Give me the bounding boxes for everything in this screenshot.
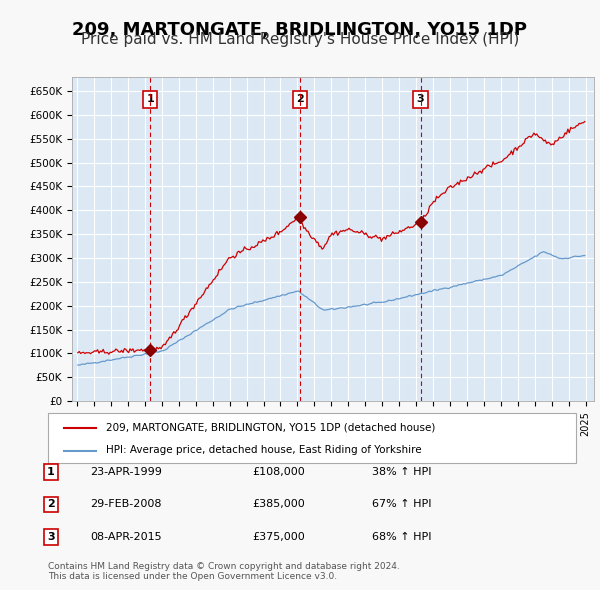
Text: 1: 1 xyxy=(47,467,55,477)
Text: 2: 2 xyxy=(296,94,304,104)
Text: 3: 3 xyxy=(417,94,424,104)
FancyBboxPatch shape xyxy=(48,413,576,463)
Text: 209, MARTONGATE, BRIDLINGTON, YO15 1DP (detached house): 209, MARTONGATE, BRIDLINGTON, YO15 1DP (… xyxy=(106,422,436,432)
Text: 3: 3 xyxy=(47,532,55,542)
Text: 38% ↑ HPI: 38% ↑ HPI xyxy=(372,467,431,477)
Text: 67% ↑ HPI: 67% ↑ HPI xyxy=(372,500,431,509)
Text: 08-APR-2015: 08-APR-2015 xyxy=(90,532,161,542)
Text: £385,000: £385,000 xyxy=(252,500,305,509)
Text: 2: 2 xyxy=(47,500,55,509)
Text: £375,000: £375,000 xyxy=(252,532,305,542)
Text: 209, MARTONGATE, BRIDLINGTON, YO15 1DP: 209, MARTONGATE, BRIDLINGTON, YO15 1DP xyxy=(73,21,527,39)
Text: 68% ↑ HPI: 68% ↑ HPI xyxy=(372,532,431,542)
Text: 23-APR-1999: 23-APR-1999 xyxy=(90,467,162,477)
Text: 29-FEB-2008: 29-FEB-2008 xyxy=(90,500,161,509)
Text: £108,000: £108,000 xyxy=(252,467,305,477)
Text: 1: 1 xyxy=(146,94,154,104)
Text: Contains HM Land Registry data © Crown copyright and database right 2024.
This d: Contains HM Land Registry data © Crown c… xyxy=(48,562,400,581)
Text: HPI: Average price, detached house, East Riding of Yorkshire: HPI: Average price, detached house, East… xyxy=(106,445,422,455)
Text: Price paid vs. HM Land Registry's House Price Index (HPI): Price paid vs. HM Land Registry's House … xyxy=(81,32,519,47)
